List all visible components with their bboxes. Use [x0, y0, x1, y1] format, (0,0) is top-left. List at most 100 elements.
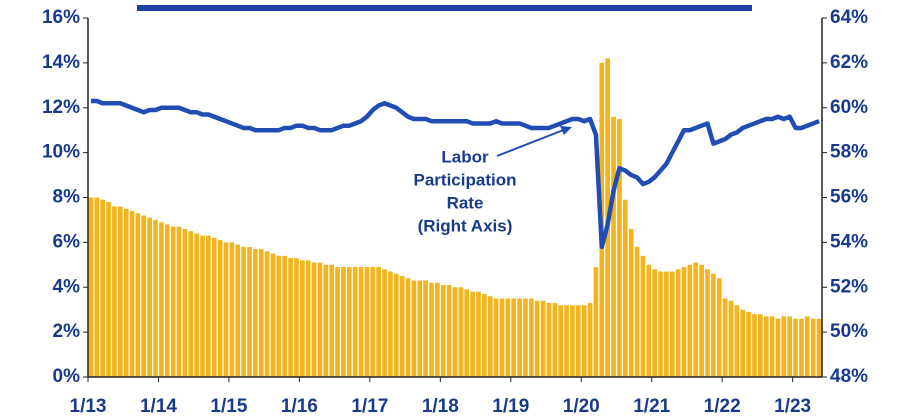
bar [264, 251, 270, 377]
bar [763, 316, 769, 377]
bar [787, 316, 793, 377]
bar [235, 244, 241, 377]
bar [699, 264, 704, 377]
bar [464, 289, 470, 377]
x-tick-label: 1/15 [210, 396, 247, 417]
y2-tick-label: 64% [830, 7, 868, 28]
x-tick-label: 1/22 [704, 396, 741, 417]
bar [352, 267, 358, 377]
bar [816, 318, 822, 377]
bar [341, 267, 346, 377]
bar [664, 271, 669, 377]
bar [170, 226, 176, 377]
bar [705, 269, 710, 377]
bar [617, 118, 622, 377]
bar [728, 300, 734, 377]
bar [746, 311, 751, 377]
bar [200, 235, 205, 377]
bar [159, 222, 164, 377]
y2-tick-label: 62% [830, 52, 868, 73]
annotation: (Right Axis) [418, 216, 513, 235]
y-tick-label: 16% [42, 7, 80, 28]
bar [335, 267, 340, 377]
bar [476, 291, 481, 377]
bar [405, 278, 411, 377]
bar [323, 264, 329, 377]
x-tick-label: 1/17 [351, 396, 388, 417]
y-tick-label: 6% [53, 231, 81, 252]
bar [775, 318, 781, 377]
bar [182, 228, 188, 377]
bar [382, 269, 387, 377]
bar [499, 298, 505, 377]
annotation: Labor [441, 147, 489, 166]
bar [505, 298, 511, 377]
bar [141, 215, 147, 377]
bar [112, 206, 117, 377]
bar [164, 224, 170, 377]
bar [587, 302, 593, 377]
bar [646, 264, 652, 377]
bar [288, 258, 293, 377]
bar [346, 267, 352, 377]
bar [740, 309, 746, 377]
bar [229, 242, 235, 377]
bar [376, 267, 382, 377]
bar [358, 267, 364, 377]
bar [482, 293, 487, 377]
bar [106, 201, 111, 377]
bar [276, 255, 282, 377]
bar [100, 199, 106, 377]
bar [440, 285, 446, 377]
bar [581, 305, 587, 377]
bar [634, 246, 640, 377]
bar [452, 287, 458, 377]
bar [247, 246, 252, 377]
bar [364, 267, 370, 377]
bar [540, 300, 546, 377]
bar [517, 298, 522, 377]
bar [793, 318, 798, 377]
bar [329, 264, 335, 377]
bar [206, 235, 211, 377]
bar [622, 199, 628, 377]
y-tick-label: 12% [42, 97, 80, 118]
y2-tick-label: 52% [830, 276, 868, 297]
y2-tick-label: 56% [830, 187, 868, 208]
bar [681, 267, 687, 377]
bar [611, 116, 616, 377]
y2-tick-label: 60% [830, 97, 868, 118]
bar [716, 278, 722, 377]
bar [258, 249, 264, 377]
bar [799, 318, 804, 377]
bar [253, 249, 258, 377]
bar [511, 298, 517, 377]
bar [194, 233, 199, 377]
bar [211, 237, 217, 377]
bar [393, 273, 399, 377]
bar [129, 210, 135, 377]
bar [299, 260, 305, 377]
bar [399, 276, 405, 377]
bar [388, 271, 393, 377]
bar [628, 228, 634, 377]
bar [153, 219, 158, 377]
bar [217, 240, 223, 377]
bar [411, 280, 417, 377]
y2-tick-label: 50% [830, 321, 868, 342]
bar [223, 242, 229, 377]
bar [282, 255, 288, 377]
annotation-arrow [496, 128, 567, 157]
y-tick-label: 8% [53, 187, 81, 208]
y-tick-label: 4% [53, 276, 81, 297]
y-tick-label: 2% [53, 321, 81, 342]
annotation-arrowhead [560, 126, 572, 135]
bar [429, 282, 434, 377]
bar [722, 298, 728, 377]
bar [669, 271, 675, 377]
bar [311, 262, 317, 377]
bar [417, 280, 423, 377]
bar [570, 305, 575, 377]
bar [435, 282, 440, 377]
bar [294, 258, 299, 377]
